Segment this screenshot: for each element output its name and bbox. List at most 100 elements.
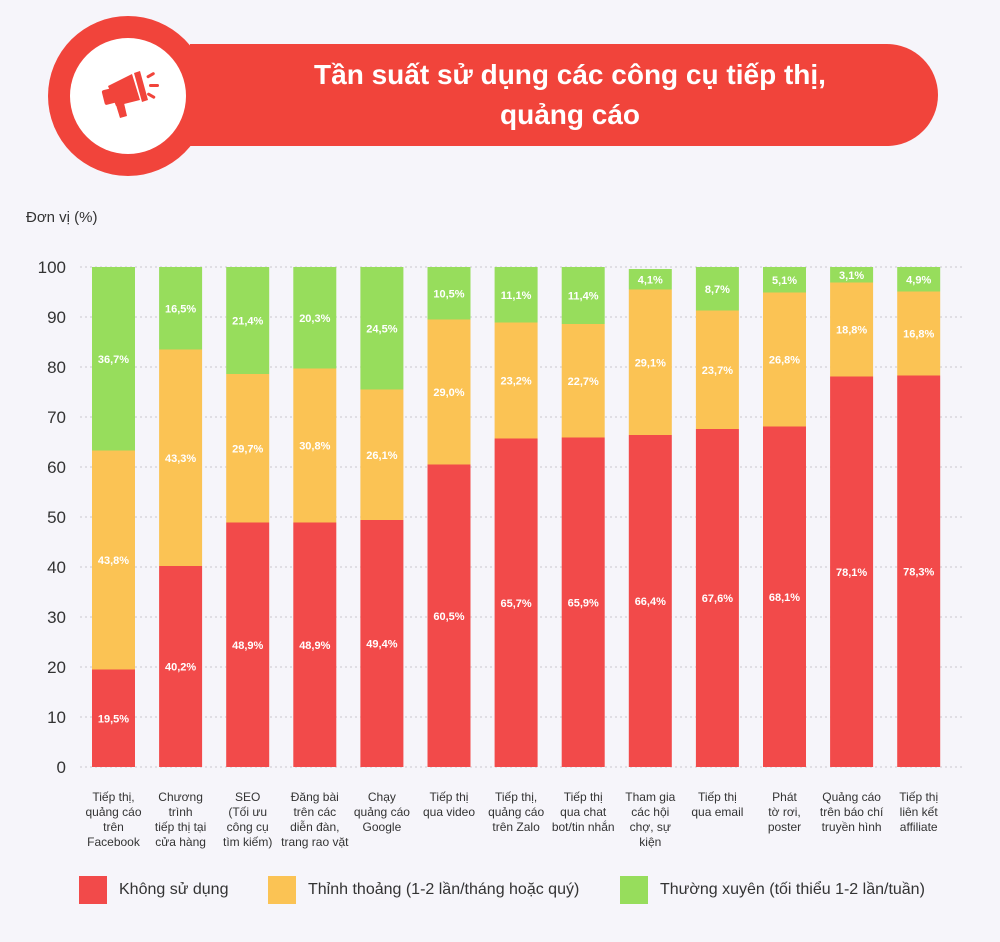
data-label: 48,9% [232,640,263,652]
data-label: 22,7% [568,376,599,388]
bar-segment [830,267,874,283]
bar-segment [494,438,538,767]
data-label: 43,3% [165,453,196,465]
bar-segment [561,267,605,324]
x-category-label: Chạy [368,790,396,804]
data-label: 43,8% [98,555,129,567]
x-category-label: qua email [691,805,743,819]
bar-segment [427,267,471,320]
bar-segment [159,566,203,767]
bar-segment [494,267,538,323]
bar-segment [293,267,337,369]
legend-label: Thường xuyên (tối thiểu 1-2 lần/tuần) [660,881,925,898]
y-tick-label: 10 [47,708,66,727]
legend-label: Không sử dụng [119,881,229,898]
data-label: 11,1% [501,290,532,302]
y-tick-label: 30 [47,608,66,627]
bar-segment [763,426,806,767]
bar-segment [159,349,203,566]
x-category-label: Tiếp thị, [92,790,134,804]
bar-segment [897,267,941,292]
y-tick-label: 100 [38,258,66,277]
x-category-label: Tiếp thị, [495,790,537,804]
bar-segment [427,319,471,465]
bar-segment [226,522,270,767]
bar-segment [628,435,672,767]
legend-swatch-green [620,876,648,904]
bar-segment [159,267,203,350]
x-category-label: qua video [423,805,475,819]
x-category-label: affiliate [900,820,938,834]
bar-segment [628,289,672,435]
megaphone-icon [101,71,159,118]
x-category-label: bot/tin nhắn [552,819,615,834]
legend-swatch-orange [268,876,296,904]
bar-segment [695,310,739,429]
data-label: 24,5% [366,323,397,335]
data-label: 19,5% [98,713,129,725]
data-label: 21,4% [232,316,263,328]
data-label: 66,4% [635,596,666,608]
bar-segment [293,522,337,767]
x-category-label: trên Zalo [492,820,540,834]
x-category-label: Đăng bài [291,790,339,804]
x-category-label: poster [768,820,801,834]
x-category-label: Quảng cáo [822,790,881,804]
data-label: 40,2% [165,662,196,674]
data-label: 4,9% [906,274,931,286]
data-label: 20,3% [299,313,330,325]
x-category-label: tìm kiếm) [223,835,272,849]
x-category-label: công cụ [227,820,269,834]
x-category-label: quảng cáo [354,805,410,819]
data-label: 48,9% [299,640,330,652]
bar-segment [92,669,135,767]
x-category-label: cửa hàng [155,835,206,849]
bar-segment [360,389,404,520]
x-category-label: trang rao vặt [281,835,349,849]
data-label: 10,5% [433,288,464,300]
x-category-label: tờ rơi, [768,805,800,819]
bar-segment [830,282,874,377]
x-category-label: Google [363,820,402,834]
bar-segment [226,374,270,523]
data-label: 3,1% [839,270,864,282]
y-tick-label: 20 [47,658,66,677]
y-tick-label: 0 [57,758,66,777]
chart-title: Tần suất sử dụng các công cụ tiếp thị, q… [230,55,910,135]
x-category-label: chợ, sự [630,820,671,834]
data-label: 23,7% [702,365,733,377]
x-category-label: Tiếp thị [430,790,469,804]
x-category-label: Tiếp thị [698,790,737,804]
data-label: 26,8% [769,355,800,367]
title-banner [190,44,938,146]
bar-segment [830,376,874,767]
bar-segment [360,520,404,767]
data-label: 8,7% [705,284,730,296]
x-category-label: trên báo chí [820,805,884,819]
x-category-label: các hội [631,805,669,819]
x-category-label: Tiếp thị [899,790,938,804]
y-tick-label: 80 [47,358,66,377]
bar-segment [897,291,941,376]
bar-segment [427,464,471,767]
data-label: 78,3% [903,566,934,578]
x-category-label: (Tối ưu [228,805,267,819]
bar-segment [695,429,739,767]
bar-segment [92,267,135,451]
data-label: 68,1% [769,592,800,604]
data-label: 60,5% [433,611,464,623]
x-category-label: trên [103,820,124,834]
bar-segment [763,292,806,427]
y-tick-label: 70 [47,408,66,427]
data-label: 49,4% [366,639,397,651]
data-label: 65,9% [568,597,599,609]
data-label: 16,5% [165,303,196,315]
data-label: 4,1% [638,274,663,286]
y-tick-label: 50 [47,508,66,527]
data-label: 16,8% [903,329,934,341]
x-category-label: Chương [158,790,203,804]
data-label: 67,6% [702,593,733,605]
x-category-label: truyền hình [822,820,882,834]
bar-segment [360,267,404,390]
bar-segment [897,375,941,767]
